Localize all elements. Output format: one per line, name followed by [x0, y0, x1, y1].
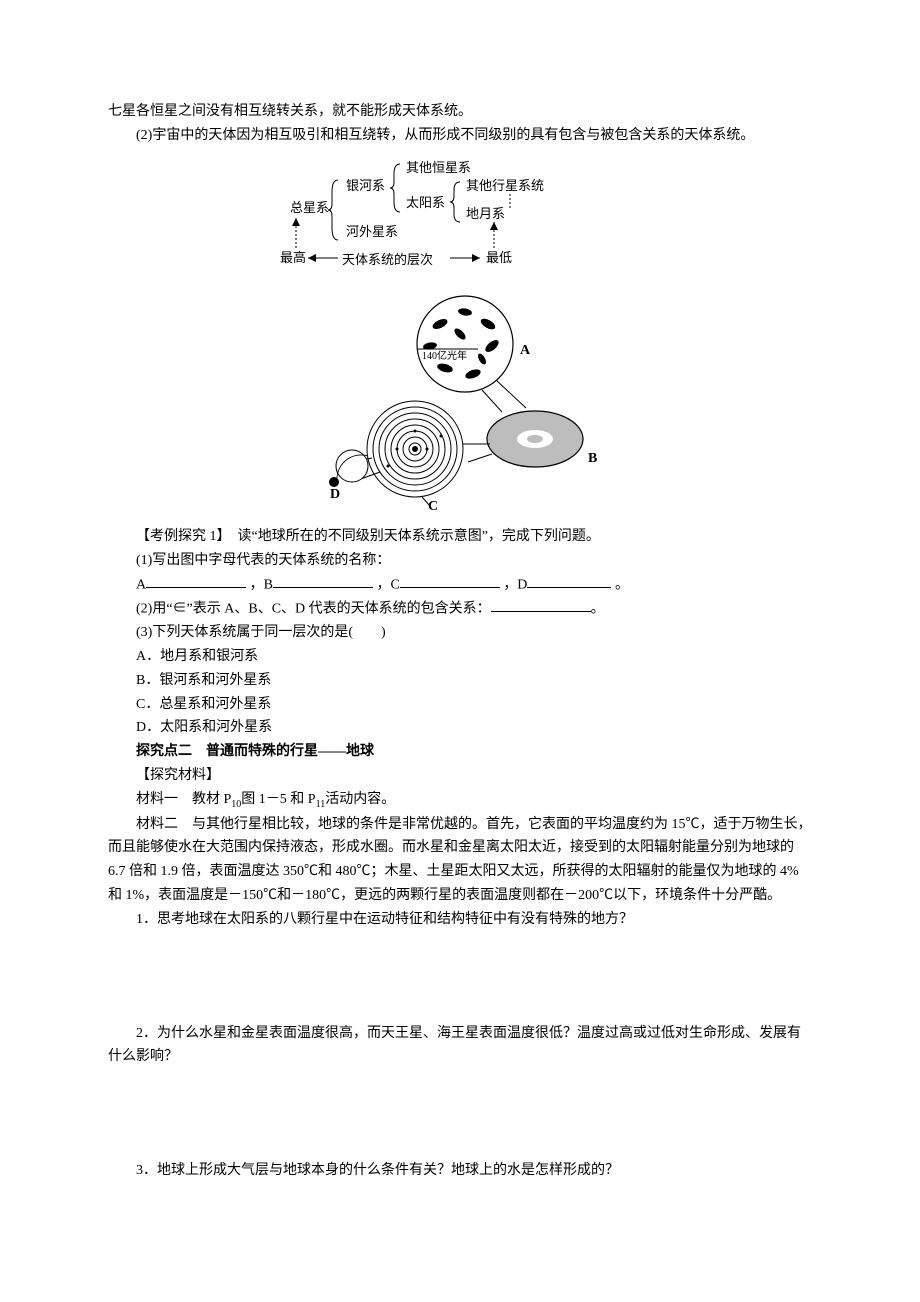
ellipse-b-nucleus: [527, 435, 543, 443]
q1-p2: (2)用“∈”表示 A、B、C、D 代表的天体系统的包含关系： 。: [108, 597, 812, 621]
tree-root: 总星系: [290, 200, 329, 215]
m1-sub2: 11: [316, 799, 326, 810]
connector-line: [482, 390, 502, 412]
brace-icon: [390, 164, 400, 212]
tree-l1b: 河外星系: [346, 224, 398, 239]
sec2-title-text: 探究点二 普通而特殊的行星——地球: [136, 744, 374, 759]
q1-p2-prefix: (2)用“∈”表示 A、B、C、D 代表的天体系统的包含关系：: [136, 601, 491, 616]
tree-l2a: 其他恒星系: [406, 160, 471, 175]
blank-c[interactable]: [400, 573, 500, 588]
blank-b[interactable]: [273, 573, 373, 588]
q1-p3: (3)下列天体系统属于同一层次的是( ): [108, 621, 812, 645]
m1-a: 材料一 教材 P: [136, 792, 231, 807]
q1-option-d[interactable]: D．太阳系和河外星系: [108, 716, 812, 740]
label-d: D: [330, 487, 340, 502]
solar-system-c: [367, 401, 463, 497]
m1-c: 活动内容。: [325, 792, 395, 807]
blank-d[interactable]: [527, 573, 611, 588]
connector-line: [468, 454, 492, 462]
sec2-m1: 材料一 教材 P10图 1－5 和 P11活动内容。: [108, 788, 812, 813]
label-a: A: [520, 343, 531, 358]
tree-l3a: 其他行星系统: [466, 178, 544, 193]
q1-option-b[interactable]: B．银河系和河外星系: [108, 669, 812, 693]
sec2-title: 探究点二 普通而特殊的行星——地球: [108, 740, 812, 764]
arrow-right-icon: [472, 254, 480, 262]
label-c: C: [428, 499, 438, 514]
q1-heading: 【考例探究 1】 读“地球所在的不同级别天体系统示意图”，完成下列问题。: [108, 525, 812, 549]
arrow-left-icon: [308, 254, 316, 262]
sec2-qq1: 1．思考地球在太阳系的八颗行星中在运动特征和结构特征中有没有特殊的地方？: [108, 908, 812, 932]
brace-icon: [450, 182, 460, 222]
tree-lowest: 最低: [486, 250, 512, 265]
sec2-qq2: 2．为什么水星和金星表面温度很高，而天王星、海王星表面温度很低？温度过高或过低对…: [108, 1022, 812, 1070]
blank-a[interactable]: [146, 573, 246, 588]
q1-option-c[interactable]: C．总星系和河外星系: [108, 693, 812, 717]
brace-icon: [328, 180, 338, 240]
q1-p1-prefix: (1)写出图中字母代表的天体系统的名称：: [108, 549, 812, 573]
arrow-up-icon: [490, 222, 498, 230]
q1-p1-end: 。: [615, 577, 629, 592]
answer-space-1: [108, 932, 812, 1022]
blank-relation[interactable]: [491, 597, 591, 612]
m1-b: 图 1－5 和 P: [241, 792, 315, 807]
answer-space-2: [108, 1069, 812, 1159]
tree-highest: 最高: [280, 250, 306, 265]
q1-p1-blanks: A ，B ，C ，D 。: [108, 573, 812, 597]
intro-line1: 七星各恒星之间没有相互绕转关系，就不能形成天体系统。: [108, 100, 812, 124]
moon-dot: [329, 477, 339, 487]
label-b: B: [588, 451, 597, 466]
q1-d-label: ，D: [503, 577, 527, 592]
m1-sub1: 10: [231, 799, 241, 810]
intro-line2: (2)宇宙中的天体因为相互吸引和相互绕转，从而形成不同级别的具有包含与被包含关系…: [108, 124, 812, 148]
sec2-subhead: 【探究材料】: [108, 764, 812, 788]
tree-l3b: 地月系: [466, 206, 505, 221]
tree-l1a: 银河系: [346, 178, 385, 193]
tree-axis: 天体系统的层次: [342, 252, 433, 267]
nested-systems-diagram: 140亿光年 A B C D: [108, 294, 812, 523]
q1-option-a[interactable]: A．地月系和银河系: [108, 645, 812, 669]
connector-line: [496, 380, 526, 408]
arrow-up-icon: [292, 218, 300, 226]
scale-label: 140亿光年: [422, 349, 467, 362]
sec2-qq3: 3．地球上形成大气层与地球本身的什么条件有关？地球上的水是怎样形成的？: [108, 1159, 812, 1183]
q1-p2-end: 。: [591, 601, 605, 616]
sec2-m2: 材料二 与其他行星相比较，地球的条件是非常优越的。首先，它表面的平均温度约为 1…: [108, 813, 812, 908]
tree-l2b: 太阳系: [406, 195, 445, 210]
q1-c-label: ，C: [376, 577, 399, 592]
q1-a-label: A: [136, 577, 146, 592]
q1-b-label: ，B: [250, 577, 273, 592]
hierarchy-tree-diagram: 总星系 银河系 河外星系 其他恒星系 太阳系 其他行星系统 地月系 最高 天体系…: [108, 152, 812, 291]
